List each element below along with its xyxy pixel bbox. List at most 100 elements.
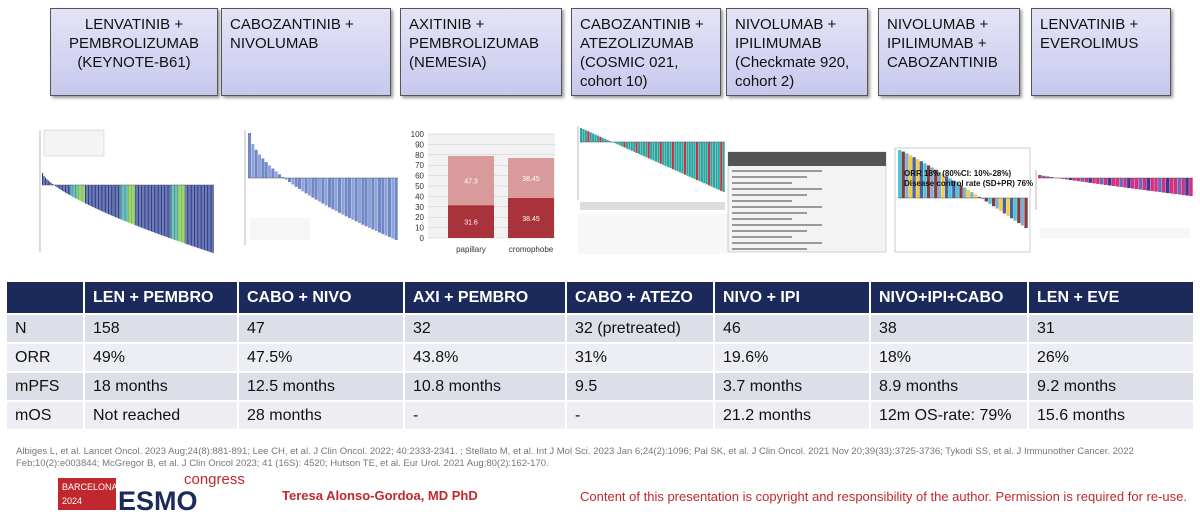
table-cell: 12m OS-rate: 79% bbox=[871, 402, 1027, 429]
waterfall-bar bbox=[258, 154, 262, 178]
waterfall-bar bbox=[314, 178, 318, 200]
waterfall-bar bbox=[1100, 178, 1104, 185]
waterfall-bar bbox=[43, 175, 45, 185]
waterfall-bar bbox=[129, 185, 131, 224]
waterfall-bar bbox=[274, 171, 278, 178]
header-box: NIVOLUMAB + IPILIMUMAB + CABOZANTINIB bbox=[878, 8, 1020, 96]
waterfall-bar bbox=[152, 185, 154, 232]
header-box-line: cohort 10) bbox=[580, 73, 648, 90]
waterfall-bar bbox=[123, 185, 125, 221]
comparison-table: LEN + PEMBRO CABO + NIVO AXI + PEMBRO CABO … bbox=[5, 280, 1195, 431]
waterfall-bar bbox=[254, 149, 258, 178]
waterfall-bar bbox=[140, 185, 143, 228]
waterfall-bar bbox=[712, 142, 716, 188]
waterfall-bar bbox=[1134, 178, 1139, 190]
table-image-row bbox=[732, 212, 807, 214]
waterfall-bar bbox=[117, 185, 120, 219]
bar-label: 38.45 bbox=[522, 176, 540, 183]
x-tick-label: papillary bbox=[456, 245, 486, 254]
header-cell: LEN + EVE bbox=[1029, 282, 1193, 313]
waterfall-bar bbox=[183, 185, 186, 244]
waterfall-bar bbox=[136, 185, 138, 226]
waterfall-bar bbox=[700, 142, 703, 183]
waterfall-bar bbox=[130, 185, 132, 224]
waterfall-bar bbox=[1119, 178, 1123, 188]
row-label: mOS bbox=[7, 402, 83, 429]
waterfall-bar bbox=[1123, 178, 1127, 188]
waterfall-bar bbox=[268, 165, 272, 178]
waterfall-bar bbox=[1181, 178, 1185, 196]
waterfall-bar bbox=[988, 198, 992, 204]
waterfall-bar bbox=[959, 185, 963, 198]
table-image-row bbox=[732, 206, 822, 208]
waterfall-bar bbox=[76, 185, 78, 200]
header-box: CABOZANTINIB + NIVOLUMAB bbox=[221, 8, 391, 96]
waterfall-bar bbox=[1169, 178, 1174, 194]
dcr-text: Disease control rate (SD+PR) 76% bbox=[904, 179, 1033, 188]
waterfall-bar bbox=[592, 133, 595, 142]
waterfall-bar bbox=[87, 185, 89, 205]
waterfall-bar bbox=[934, 169, 938, 198]
waterfall-bar bbox=[1189, 178, 1193, 196]
waterfall-bar bbox=[135, 185, 137, 226]
waterfall-bar bbox=[676, 142, 679, 172]
table-image-row bbox=[732, 182, 792, 184]
table-row: ORR 49% 47.5% 43.8% 31% 19.6% 18% 26% bbox=[7, 344, 1193, 371]
waterfall-bar bbox=[388, 178, 392, 238]
waterfall-bar bbox=[105, 185, 107, 213]
waterfall-bar bbox=[674, 142, 677, 171]
table-cell: 10.8 months bbox=[405, 373, 565, 400]
header-box-line: cohort 2) bbox=[735, 73, 795, 90]
y-tick-label: 50 bbox=[415, 182, 424, 191]
waterfall-bar bbox=[119, 185, 121, 220]
waterfall-bar bbox=[640, 142, 643, 156]
waterfall-bar bbox=[630, 142, 633, 151]
waterfall-bar bbox=[112, 185, 114, 216]
waterfall-bar bbox=[908, 155, 913, 198]
waterfall-bar bbox=[171, 185, 173, 239]
y-tick-label: 100 bbox=[411, 130, 425, 139]
waterfall-bar bbox=[999, 198, 1003, 212]
waterfall-bar bbox=[132, 185, 134, 225]
author: Teresa Alonso-Gordoa, MD PhD bbox=[282, 488, 478, 503]
waterfall-bar bbox=[688, 142, 691, 177]
waterfall-bar bbox=[1107, 178, 1112, 186]
waterfall-bar bbox=[331, 178, 335, 210]
waterfall-bar bbox=[1096, 178, 1100, 184]
waterfall-bar bbox=[294, 178, 298, 187]
row-label: ORR bbox=[7, 344, 83, 371]
waterfall-bar bbox=[696, 142, 699, 181]
waterfall-bar bbox=[80, 185, 82, 202]
waterfall-bar bbox=[667, 142, 670, 168]
table-cell: 31% bbox=[567, 344, 713, 371]
waterfall-bar bbox=[691, 142, 694, 178]
logo-event: congress bbox=[184, 471, 245, 488]
waterfall-bar bbox=[717, 142, 720, 190]
waterfall-bar bbox=[212, 185, 214, 253]
table-cell: 21.2 months bbox=[715, 402, 869, 429]
references: Albiges L, et al. Lancet Oncol. 2023 Aug… bbox=[16, 446, 1134, 469]
table-image-row bbox=[732, 236, 792, 238]
table-cell: 3.7 months bbox=[715, 373, 869, 400]
marker-strip bbox=[580, 202, 725, 210]
waterfall-bar bbox=[198, 185, 200, 249]
header-box-line: CABOZANTINIB + bbox=[230, 16, 354, 33]
logo-year: 2024 bbox=[62, 496, 82, 506]
waterfall-bar bbox=[1162, 178, 1166, 193]
esmo-logo: BARCELONA 2024 ESMO congress bbox=[58, 471, 245, 514]
waterfall-bar bbox=[912, 157, 916, 198]
waterfall-bar bbox=[948, 178, 952, 198]
waterfall-bar bbox=[185, 185, 187, 244]
header-cell: NIVO+IPI+CABO bbox=[871, 282, 1027, 313]
waterfall-bar bbox=[625, 142, 629, 149]
table-row: mOS Not reached 28 months - -21.2 months 12m … bbox=[7, 402, 1193, 429]
waterfall-bar bbox=[681, 142, 684, 174]
waterfall-bar bbox=[664, 142, 667, 166]
waterfall-bar bbox=[1115, 178, 1120, 187]
waterfall-bar bbox=[635, 142, 638, 153]
waterfall-bar bbox=[341, 178, 345, 215]
waterfall-bar bbox=[107, 185, 110, 215]
header-cell: CABO + NIVO bbox=[239, 282, 403, 313]
